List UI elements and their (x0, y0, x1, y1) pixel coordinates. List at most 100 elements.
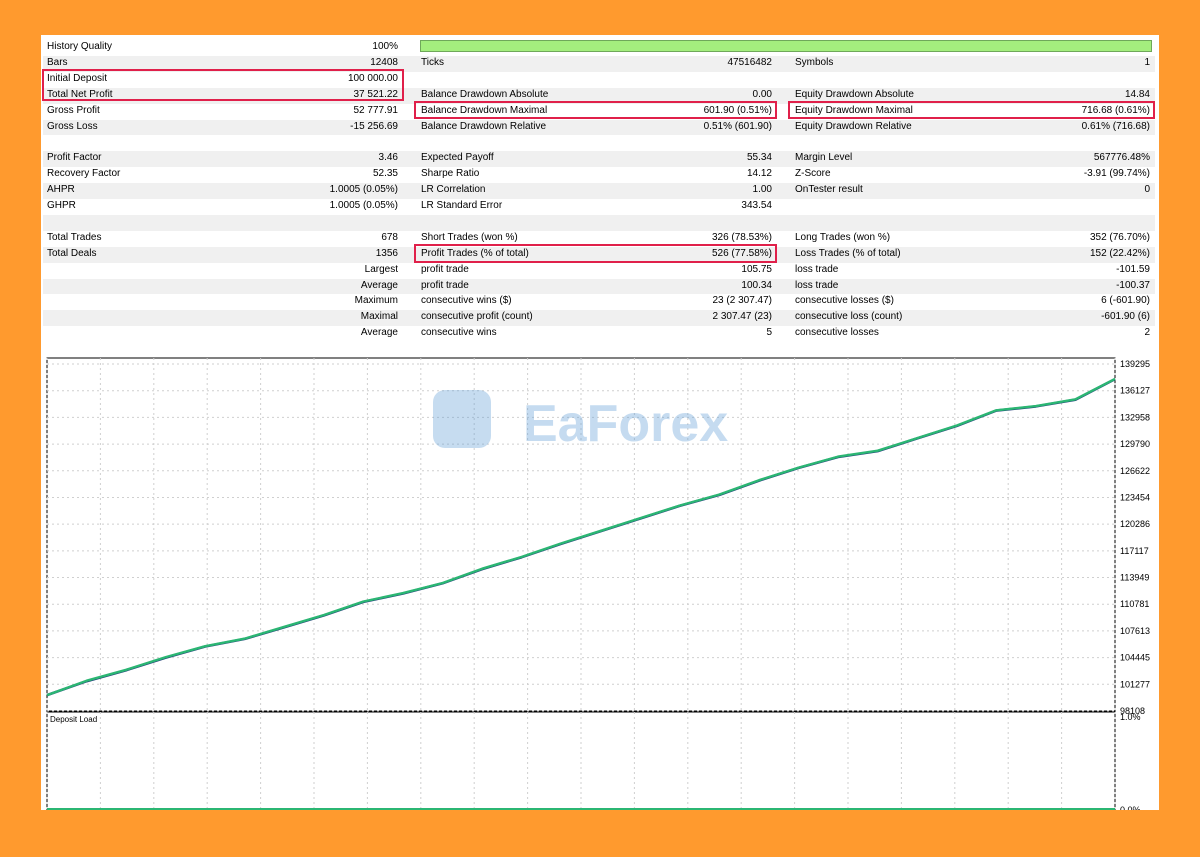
stat-value: 47516482 (727, 56, 773, 68)
stat-value: 352 (76.70%) (1089, 231, 1150, 243)
highlight-profit-trades (414, 244, 777, 263)
stat-label: Sharpe Ratio (421, 168, 480, 180)
stat-value: 601.90 (0.51%) (703, 104, 772, 116)
stat-value: 23 (2 307.47) (712, 295, 773, 307)
stat-label: loss trade (795, 279, 839, 291)
stat-label: Equity Drawdown Relative (795, 120, 912, 132)
table-row-band (43, 183, 1155, 199)
stat-value: 1.0005 (0.05%) (329, 200, 398, 211)
y-tick-label: 126622 (1120, 466, 1150, 476)
stat-value: -101.59 (1116, 263, 1150, 275)
stat-label: AHPR (47, 184, 75, 196)
stat-label: Initial Deposit (47, 72, 108, 84)
stat-value: 716.68 (0.61%) (1081, 104, 1150, 116)
stat-value: 1356 (375, 247, 398, 259)
stat-label: Equity Drawdown Absolute (795, 88, 914, 100)
stat-value: 100.34 (741, 279, 772, 291)
stat-value: -601.90 (6) (1101, 311, 1150, 323)
y-tick-label: 139295 (1120, 359, 1150, 369)
stat-label: consecutive wins (421, 327, 497, 339)
highlight-equity-drawdown-maximal (788, 101, 1155, 119)
stat-label: Profit Trades (% of total) (421, 247, 529, 259)
stat-label: loss trade (795, 263, 839, 275)
stat-group-label: Maximum (354, 295, 398, 307)
table-row-band (43, 246, 1155, 263)
stat-value: 105.75 (741, 263, 772, 275)
table-row-band (43, 310, 1155, 327)
stat-value: 14.84 (1124, 88, 1150, 100)
stat-value: 0.61% (716.68) (1081, 120, 1150, 132)
stat-value: 12408 (370, 56, 398, 68)
y-tick-label: 129790 (1120, 439, 1150, 449)
stat-label: LR Correlation (421, 184, 486, 196)
eaforex-watermark-text: EaForex (523, 395, 728, 453)
stat-value: 100 000.00 (347, 72, 398, 84)
stat-value: -3.91 (99.74%) (1083, 168, 1150, 180)
balance-line (46, 377, 1116, 697)
stat-value: 343.54 (741, 200, 772, 211)
stat-value: 0.51% (601.90) (703, 120, 772, 132)
stat-value: 1.00 (752, 184, 772, 196)
stat-label: consecutive profit (count) (421, 311, 533, 323)
eaforex-logo-icon (433, 390, 491, 448)
stat-value: 152 (22.42%) (1089, 247, 1150, 259)
table-row-band (43, 119, 1155, 136)
y-tick-label: 110781 (1120, 599, 1149, 609)
stat-value: 55.34 (746, 152, 772, 164)
stat-value: 678 (381, 231, 398, 243)
stat-value: -100.37 (1116, 279, 1150, 291)
table-row-band (43, 214, 1155, 231)
stat-label: profit trade (421, 263, 469, 275)
y-tick-label: 117117 (1120, 546, 1149, 556)
stat-label: Expected Payoff (421, 152, 494, 164)
stat-group-label: Maximal (360, 311, 398, 323)
deposit-load-y-tick: 1.0% (1120, 712, 1141, 722)
stat-value: 2 (1144, 327, 1150, 339)
stat-label: Balance Drawdown Maximal (421, 104, 548, 116)
y-tick-label: 104445 (1120, 653, 1150, 663)
history-quality-bar (420, 40, 1152, 52)
stat-label: Balance Drawdown Relative (421, 120, 547, 132)
stat-value: 1 (1144, 56, 1150, 68)
stat-group-label: Average (360, 327, 398, 339)
history-quality-label: History Quality (47, 41, 113, 52)
stat-label: Gross Profit (47, 104, 100, 116)
y-tick-label: 107613 (1120, 626, 1150, 636)
stat-value: 567776.48% (1093, 152, 1150, 164)
stat-value: 52.35 (372, 168, 398, 180)
stat-value: 14.12 (746, 168, 772, 180)
stat-value: 37 521.22 (353, 88, 399, 100)
stat-group-label: Average (360, 279, 398, 291)
highlight-balance-drawdown-maximal (414, 101, 777, 119)
y-tick-label: 113949 (1120, 573, 1149, 583)
stat-value: 2 307.47 (23) (712, 311, 773, 323)
stat-value: -15 256.69 (350, 120, 398, 132)
stat-label: Total Deals (47, 247, 97, 259)
y-tick-label: 101277 (1120, 679, 1150, 689)
stat-label: consecutive losses (795, 327, 879, 339)
stat-label: consecutive losses ($) (795, 295, 894, 307)
stat-label: Total Trades (47, 231, 102, 243)
balance-equity-chart: 139295 136127 132958 129790 126622 123454 1202… (46, 357, 1150, 810)
stat-value: 326 (78.53%) (711, 231, 772, 243)
y-tick-label: 132958 (1120, 412, 1150, 422)
stat-value: 0.00 (752, 88, 772, 100)
stat-label: Equity Drawdown Maximal (795, 104, 913, 116)
eaforex-watermark: EaForex (433, 390, 728, 453)
table-row-band (43, 278, 1155, 295)
strategy-report-window: History Quality 100% Bars 12408 Ticks 4751648… (41, 35, 1159, 810)
y-tick-label: 98108 (1120, 706, 1145, 716)
stat-label: consecutive loss (count) (795, 311, 903, 323)
deposit-load-plot-area (46, 711, 1116, 810)
stat-value: 5 (766, 327, 772, 339)
stat-label: Balance Drawdown Absolute (421, 88, 549, 100)
stat-value: 3.46 (378, 152, 398, 164)
history-quality-value: 100% (372, 41, 398, 52)
stat-label: Total Net Profit (47, 88, 113, 100)
stat-label: Recovery Factor (47, 168, 121, 180)
stat-label: Profit Factor (47, 152, 102, 164)
stat-label: GHPR (47, 200, 76, 211)
table-row-band (43, 55, 1155, 72)
stat-label: Short Trades (won %) (421, 231, 518, 243)
stat-label: Margin Level (795, 152, 853, 164)
